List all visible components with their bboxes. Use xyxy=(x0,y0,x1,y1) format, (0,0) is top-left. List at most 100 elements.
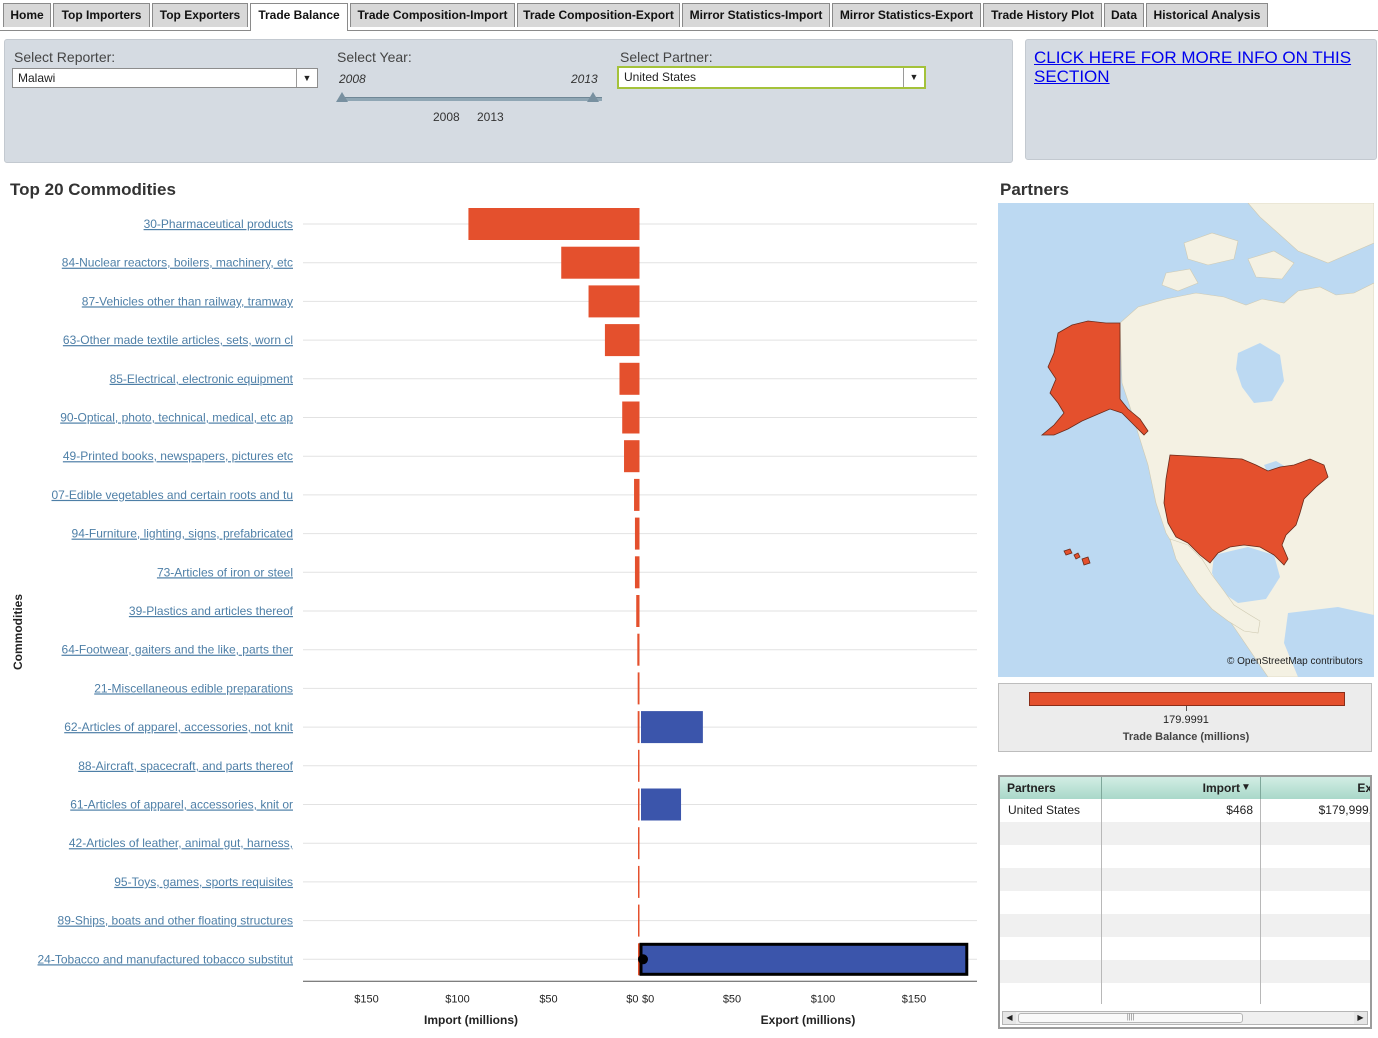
import-bar[interactable] xyxy=(638,827,640,860)
category-label[interactable]: 94-Furniture, lighting, signs, prefabric… xyxy=(72,527,293,541)
y-axis-title: Commodities xyxy=(11,594,25,670)
category-label[interactable]: 89-Ships, boats and other floating struc… xyxy=(58,914,293,928)
category-label[interactable]: 39-Plastics and articles thereof xyxy=(129,604,294,618)
category-label[interactable]: 62-Articles of apparel, accessories, not… xyxy=(64,720,293,734)
category-label[interactable]: 88-Aircraft, spacecraft, and parts there… xyxy=(78,759,293,773)
tab-trade-composition-export[interactable]: Trade Composition-Export xyxy=(517,3,680,27)
category-label[interactable]: 84-Nuclear reactors, boilers, machinery,… xyxy=(62,256,293,270)
table-row xyxy=(1000,868,1370,891)
category-label[interactable]: 24-Tobacco and manufactured tobacco subs… xyxy=(38,952,294,966)
category-label[interactable]: 95-Toys, games, sports requisites xyxy=(114,875,293,889)
tab-trade-history-plot[interactable]: Trade History Plot xyxy=(983,3,1102,27)
import-bar[interactable] xyxy=(637,633,640,666)
map-attribution: © OpenStreetMap contributors xyxy=(1227,656,1363,667)
tab-historical-analysis[interactable]: Historical Analysis xyxy=(1146,3,1268,27)
reporter-label: Select Reporter: xyxy=(14,49,116,65)
scrollbar-thumb[interactable]: |||| xyxy=(1018,1013,1243,1023)
import-bar[interactable] xyxy=(588,285,640,318)
category-label[interactable]: 90-Optical, photo, technical, medical, e… xyxy=(60,411,293,425)
import-bar[interactable] xyxy=(622,401,640,434)
import-bar[interactable] xyxy=(638,749,640,782)
scroll-left-icon[interactable]: ◀ xyxy=(1003,1012,1016,1024)
year-slider-end-handle[interactable] xyxy=(587,92,599,102)
tab-trade-composition-import[interactable]: Trade Composition-Import xyxy=(350,3,515,27)
reporter-select[interactable]: Malawi ▼ xyxy=(12,68,318,88)
import-bar[interactable] xyxy=(637,672,640,705)
import-bar[interactable] xyxy=(634,517,640,550)
arctic-island xyxy=(1183,232,1239,266)
scroll-right-icon[interactable]: ▶ xyxy=(1354,1012,1367,1024)
more-info-link[interactable]: CLICK HERE FOR MORE INFO ON THIS SECTION xyxy=(1034,48,1352,86)
import-bar[interactable] xyxy=(604,324,640,357)
import-bar[interactable] xyxy=(638,788,640,821)
tab-home[interactable]: Home xyxy=(3,3,51,27)
year-label: Select Year: xyxy=(337,49,412,65)
tab-data[interactable]: Data xyxy=(1104,3,1144,27)
import-tick-label: $0 xyxy=(626,993,638,1005)
column-header-import-label: Import xyxy=(1202,781,1240,795)
column-header-import[interactable]: Import xyxy=(1102,777,1261,799)
export-bar[interactable] xyxy=(641,788,682,821)
chevron-down-icon[interactable]: ▼ xyxy=(903,68,924,87)
import-bar[interactable] xyxy=(561,246,640,279)
year-slider-track[interactable] xyxy=(342,97,602,101)
import-bar[interactable] xyxy=(624,440,640,473)
import-bar[interactable] xyxy=(636,595,640,627)
tab-mirror-statistics-export[interactable]: Mirror Statistics-Export xyxy=(832,3,981,27)
sort-desc-icon[interactable]: ▼ xyxy=(1241,782,1251,793)
column-header-export[interactable]: Ex xyxy=(1357,781,1372,795)
usa-region xyxy=(1163,454,1329,566)
partner-select[interactable]: United States ▼ xyxy=(617,66,926,89)
category-label[interactable]: 21-Miscellaneous edible preparations xyxy=(94,681,293,695)
partner-label: Select Partner: xyxy=(620,49,713,65)
column-header-partners[interactable]: Partners xyxy=(1000,777,1102,799)
info-panel: CLICK HERE FOR MORE INFO ON THIS SECTION xyxy=(1025,39,1377,160)
chevron-down-icon[interactable]: ▼ xyxy=(296,69,317,87)
partners-map[interactable] xyxy=(998,203,1374,677)
import-bar[interactable] xyxy=(638,865,640,898)
legend-title: Trade Balance (millions) xyxy=(1122,731,1250,743)
trade-balance-bar-chart: 30-Pharmaceutical products 84-Nuclear rea… xyxy=(11,208,977,1027)
import-bar[interactable] xyxy=(638,904,640,937)
export-bar[interactable] xyxy=(639,942,969,976)
export-bar[interactable] xyxy=(641,711,703,744)
hawaii-region xyxy=(1063,548,1091,566)
table-row[interactable]: United States $468 $179,999, xyxy=(1000,799,1370,822)
export-tick-label: $50 xyxy=(723,993,741,1005)
category-label[interactable]: 64-Footwear, gaiters and the like, parts… xyxy=(62,643,293,657)
import-bar[interactable] xyxy=(634,478,640,511)
category-label[interactable]: 73-Articles of iron or steel xyxy=(157,565,293,579)
category-label[interactable]: 63-Other made textile articles, sets, wo… xyxy=(63,333,293,347)
table-header: Partners Import ▼ Ex xyxy=(1000,777,1372,800)
category-label[interactable]: 42-Articles of leather, animal gut, harn… xyxy=(69,836,293,850)
gulf-of-mexico xyxy=(1212,547,1280,603)
category-label[interactable]: 30-Pharmaceutical products xyxy=(144,217,293,231)
tab-top-importers[interactable]: Top Importers xyxy=(53,3,150,27)
year-selected-start: 2008 xyxy=(433,110,460,124)
category-label[interactable]: 87-Vehicles other than railway, tramway xyxy=(82,294,293,308)
import-bar[interactable] xyxy=(619,362,640,395)
map-canvas xyxy=(998,203,1374,677)
table-row xyxy=(1000,983,1370,1006)
chart-title: Top 20 Commodities xyxy=(10,180,176,199)
import-tick-label: $150 xyxy=(354,993,378,1005)
caribbean-sea xyxy=(1284,607,1374,677)
horizontal-scrollbar[interactable]: ◀ |||| ▶ xyxy=(1002,1011,1368,1025)
import-tick-label: $50 xyxy=(539,993,557,1005)
import-bar[interactable] xyxy=(634,556,640,589)
export-tick-label: $100 xyxy=(811,993,835,1005)
year-slider-start-handle[interactable] xyxy=(336,92,348,102)
hudson-bay xyxy=(1236,343,1284,403)
tab-top-exporters[interactable]: Top Exporters xyxy=(152,3,248,27)
legend-tick xyxy=(1186,706,1187,711)
tab-trade-balance[interactable]: Trade Balance xyxy=(250,3,348,31)
import-bar[interactable] xyxy=(637,711,640,744)
category-label[interactable]: 07-Edible vegetables and certain roots a… xyxy=(52,488,294,502)
category-label[interactable]: 61-Articles of apparel, accessories, kni… xyxy=(70,798,293,812)
import-bar[interactable] xyxy=(468,208,640,240)
cell-partner: United States xyxy=(1008,803,1081,817)
tab-mirror-statistics-import[interactable]: Mirror Statistics-Import xyxy=(682,3,830,27)
category-label[interactable]: 49-Printed books, newspapers, pictures e… xyxy=(63,449,293,463)
trade-balance-legend: 179.9991 Trade Balance (millions) xyxy=(998,683,1372,752)
category-label[interactable]: 85-Electrical, electronic equipment xyxy=(110,372,294,386)
